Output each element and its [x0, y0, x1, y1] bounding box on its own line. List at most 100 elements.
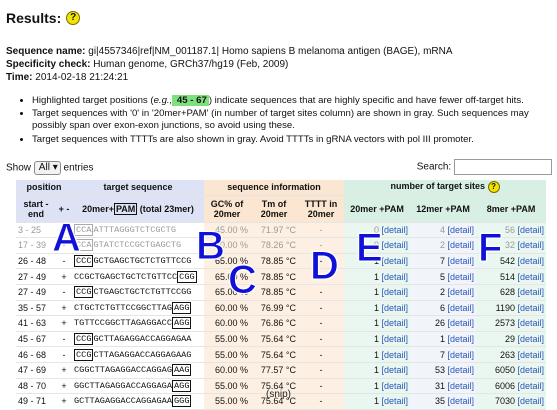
cell-sites-1: 1 [detail]	[344, 284, 411, 301]
pam-box: GGG	[172, 395, 192, 408]
detail-link[interactable]: [detail]	[517, 302, 545, 313]
detail-link[interactable]: [detail]	[447, 240, 475, 251]
detail-link[interactable]: [detail]	[447, 271, 475, 282]
site-count: 53	[434, 365, 445, 376]
site-count: 6	[439, 302, 445, 313]
site-count: 1	[373, 365, 379, 376]
cell-sites-1: 1 [detail]	[344, 300, 411, 317]
detail-link[interactable]: [detail]	[517, 256, 545, 267]
cell-tm: 76.86 °C	[250, 315, 298, 332]
detail-link[interactable]: [detail]	[447, 349, 475, 360]
detail-link[interactable]: [detail]	[381, 224, 409, 235]
detail-link[interactable]: [detail]	[381, 302, 409, 313]
pam-box: AGG	[172, 301, 192, 314]
detail-link[interactable]: [detail]	[447, 318, 475, 329]
help-icon[interactable]: ?	[487, 181, 500, 194]
site-count: 5	[439, 271, 445, 282]
cell-tm: 78.26 °C	[250, 237, 298, 254]
cell-sites-2: 2 [detail]	[410, 284, 477, 301]
search-input[interactable]	[454, 159, 552, 175]
cell-gc: 55.00 %	[204, 331, 250, 348]
group-sites: number of target sites ?	[344, 180, 547, 196]
pam-box: AAG	[172, 364, 192, 377]
col-start-end[interactable]: start - end	[16, 195, 56, 223]
cell-tttt: -	[298, 284, 345, 301]
detail-link[interactable]: [detail]	[381, 271, 409, 282]
col-20mer[interactable]: 20mer +PAM	[344, 195, 411, 223]
results-title: Results:	[6, 10, 62, 26]
col-sequence[interactable]: 20mer+ PAM (total 23mer)	[72, 195, 204, 223]
overlay-letter-e: E	[356, 226, 384, 271]
cell-tttt: -	[298, 300, 345, 317]
col-tm[interactable]: Tm of 20mer	[250, 195, 298, 223]
detail-link[interactable]: [detail]	[447, 396, 475, 407]
cell-gc: 45.00 %	[204, 222, 250, 239]
sequence-text: GGCTTAGAGGACCAGGAGA	[74, 380, 172, 391]
sequence-text: CTTAGAGGACCAGGAGAAG	[93, 349, 192, 360]
site-count: 1	[373, 318, 379, 329]
cell-gc: 65.00 %	[204, 268, 250, 285]
detail-link[interactable]: [detail]	[381, 365, 409, 376]
detail-link[interactable]: [detail]	[381, 380, 409, 391]
detail-link[interactable]: [detail]	[381, 349, 409, 360]
detail-link[interactable]: [detail]	[517, 334, 545, 345]
cell-strand: -	[56, 346, 72, 363]
cell-sites-3: 2573 [detail]	[476, 315, 547, 332]
search-label: Search:	[416, 161, 452, 173]
col-strand[interactable]: + -	[56, 195, 72, 223]
detail-link[interactable]: [detail]	[517, 365, 545, 376]
detail-link[interactable]: [detail]	[447, 365, 475, 376]
cell-position: 45 - 67	[16, 331, 56, 348]
note-gray-zero: Target sequences with '0' in '20mer+PAM'…	[32, 108, 548, 132]
result-meta: Sequence name: gi|4557346|ref|NM_001187.…	[6, 45, 453, 84]
sequence-text: CTGAGCTGCTCTGTTCCGG	[93, 287, 192, 298]
detail-link[interactable]: [detail]	[517, 349, 545, 360]
col-tttt[interactable]: TTTT in 20mer	[298, 195, 345, 223]
site-count: 1	[373, 334, 379, 345]
cell-tttt: -	[298, 222, 345, 239]
help-icon[interactable]: ?	[66, 11, 81, 25]
col-gc[interactable]: GC% of 20mer	[204, 195, 250, 223]
table-row: 27 - 49- CCG CTGAGCTGCTCTGTTCCGG 65.00 % 78.…	[16, 284, 547, 301]
group-target: target sequence	[72, 180, 204, 196]
cell-tttt: -	[298, 315, 345, 332]
entries-select[interactable]: All ▾	[33, 161, 61, 175]
cell-tttt: -	[298, 346, 345, 363]
col-8mer[interactable]: 8mer +PAM	[476, 195, 547, 223]
detail-link[interactable]: [detail]	[447, 302, 475, 313]
detail-link[interactable]: [detail]	[447, 380, 475, 391]
detail-link[interactable]: [detail]	[381, 334, 409, 345]
detail-link[interactable]: [detail]	[447, 256, 475, 267]
detail-link[interactable]: [detail]	[447, 287, 475, 298]
detail-link[interactable]: [detail]	[381, 256, 409, 267]
cell-tm: 76.99 °C	[250, 300, 298, 317]
detail-link[interactable]: [detail]	[447, 224, 475, 235]
cell-tttt: -	[298, 253, 345, 270]
results-header: Results: ?	[6, 10, 81, 26]
cell-sites-3: 628 [detail]	[476, 284, 547, 301]
detail-link[interactable]: [detail]	[517, 240, 545, 251]
site-count: 1	[373, 349, 379, 360]
detail-link[interactable]: [detail]	[517, 396, 545, 407]
group-info: sequence information	[204, 180, 345, 196]
detail-link[interactable]: [detail]	[517, 271, 545, 282]
detail-link[interactable]: [detail]	[381, 287, 409, 298]
detail-link[interactable]: [detail]	[517, 287, 545, 298]
site-count: 542	[499, 256, 515, 267]
site-count: 1	[373, 302, 379, 313]
overlay-letter-c: C	[228, 258, 258, 303]
detail-link[interactable]: [detail]	[381, 318, 409, 329]
detail-link[interactable]: [detail]	[517, 380, 545, 391]
col-12mer[interactable]: 12mer +PAM	[410, 195, 477, 223]
detail-link[interactable]: [detail]	[381, 240, 409, 251]
detail-link[interactable]: [detail]	[517, 318, 545, 329]
sequence-name-value: gi|4557346|ref|NM_001187.1| Homo sapiens…	[85, 46, 453, 57]
detail-link[interactable]: [detail]	[447, 334, 475, 345]
detail-link[interactable]: [detail]	[381, 396, 409, 407]
detail-link[interactable]: [detail]	[517, 224, 545, 235]
cell-gc: 60.00 %	[204, 315, 250, 332]
cell-tttt: -	[298, 237, 345, 254]
note-tttt: Target sequences with TTTTs are also sho…	[32, 134, 548, 146]
site-count: 7	[439, 256, 445, 267]
cell-sites-1: 1 [detail]	[344, 362, 411, 379]
